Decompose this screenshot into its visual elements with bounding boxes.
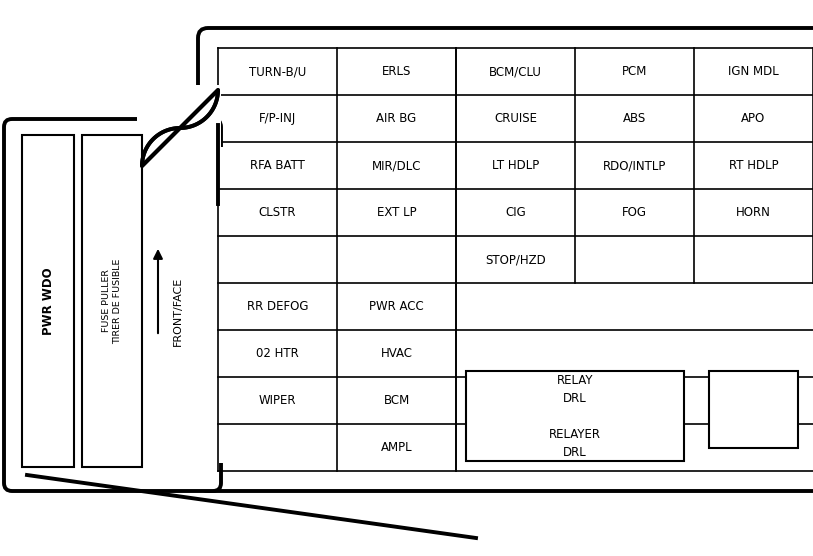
Bar [211, 147, 226, 463]
Text: TURN-B/U: TURN-B/U [249, 65, 307, 78]
Text: ERLS: ERLS [382, 65, 411, 78]
Text: RELAY
DRL

RELAYER
DRL: RELAY DRL RELAYER DRL [549, 374, 601, 459]
Text: RT HDLP: RT HDLP [728, 159, 778, 172]
Text: RDO/INTLP: RDO/INTLP [602, 159, 666, 172]
Text: RFA BATT: RFA BATT [250, 159, 305, 172]
Text: APO: APO [741, 112, 766, 125]
Bar [709, 371, 798, 448]
Text: BCM: BCM [384, 394, 410, 407]
Text: HVAC: HVAC [380, 347, 412, 360]
Text: CRUISE: CRUISE [494, 112, 537, 125]
Text: AMPL: AMPL [380, 441, 412, 454]
Text: FRONT/FACE: FRONT/FACE [173, 276, 183, 346]
Text: STOP/HZD: STOP/HZD [485, 253, 546, 266]
Text: RR DEFOG: RR DEFOG [247, 300, 308, 313]
Text: EXT LP: EXT LP [376, 206, 416, 219]
Text: PWR ACC: PWR ACC [369, 300, 424, 313]
Text: F/P-INJ: F/P-INJ [259, 112, 296, 125]
Text: FOG: FOG [622, 206, 647, 219]
Text: PWR WDO: PWR WDO [41, 267, 54, 335]
Text: FUSE PULLER
TIRER DE FUSIBLE: FUSE PULLER TIRER DE FUSIBLE [102, 259, 123, 344]
Text: AIR BG: AIR BG [376, 112, 416, 125]
FancyBboxPatch shape [4, 119, 221, 491]
Text: CIG: CIG [505, 206, 526, 219]
FancyBboxPatch shape [198, 28, 813, 491]
Text: MIR/DLC: MIR/DLC [372, 159, 421, 172]
Bar [22, 135, 74, 467]
Text: BCM/CLU: BCM/CLU [489, 65, 542, 78]
Bar [466, 371, 684, 461]
Text: HORN: HORN [736, 206, 771, 219]
Text: CLSTR: CLSTR [259, 206, 296, 219]
Text: ABS: ABS [623, 112, 646, 125]
Bar [137, 85, 221, 171]
Text: IGN MDL: IGN MDL [728, 65, 779, 78]
Text: PCM: PCM [622, 65, 647, 78]
Text: LT HDLP: LT HDLP [492, 159, 539, 172]
Text: 02 HTR: 02 HTR [256, 347, 299, 360]
Bar [82, 135, 142, 467]
Text: WIPER: WIPER [259, 394, 296, 407]
